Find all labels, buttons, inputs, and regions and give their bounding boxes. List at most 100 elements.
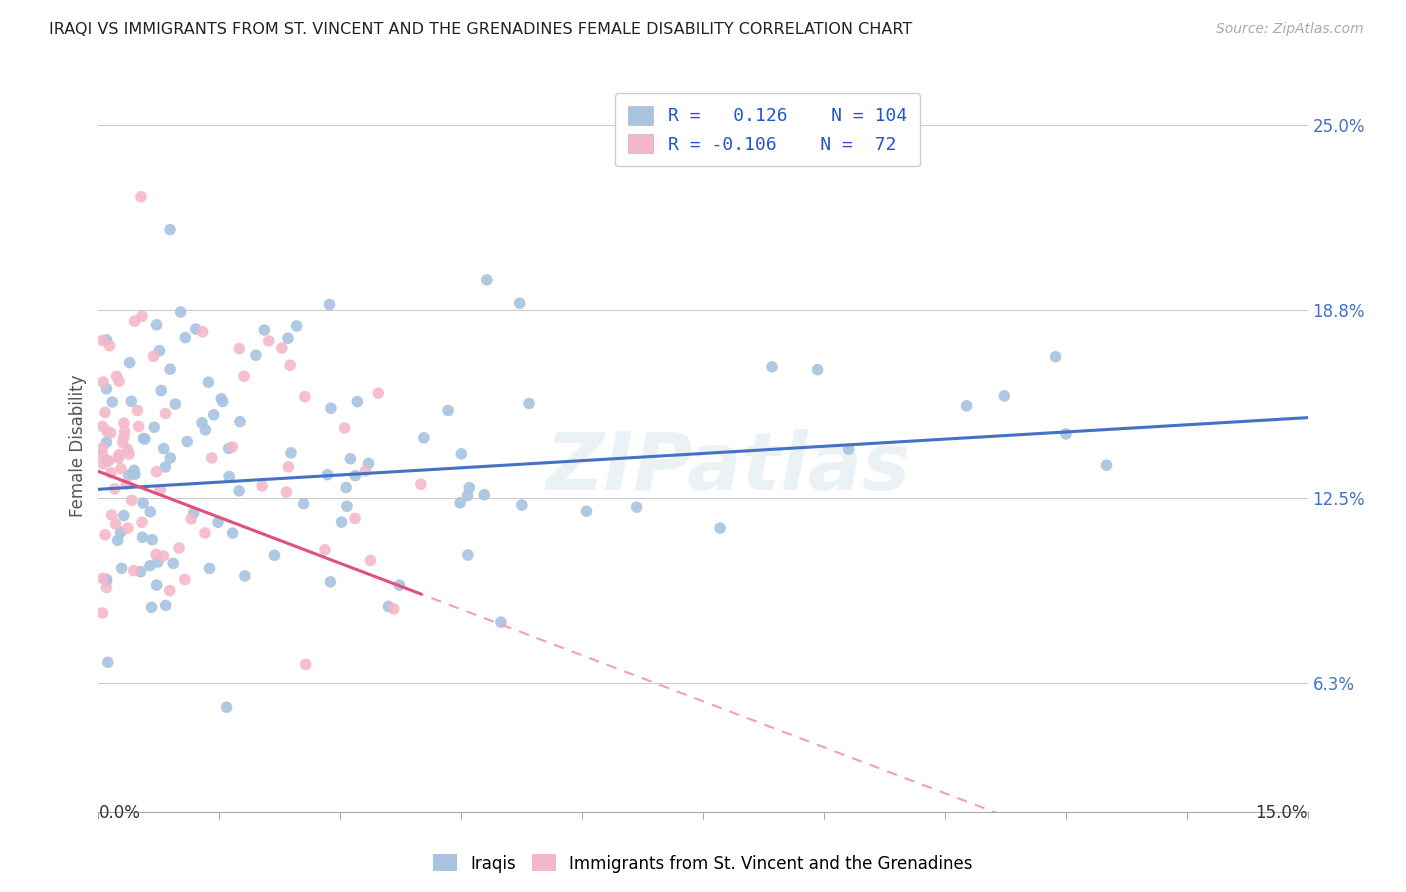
Point: [253, 323, 276, 337]
Point: [149, 483, 172, 497]
Point: [343, 511, 366, 525]
Point: [120, 394, 142, 409]
Point: [122, 463, 145, 477]
Legend: Iraqis, Immigrants from St. Vincent and the Grenadines: Iraqis, Immigrants from St. Vincent and …: [426, 847, 980, 880]
Point: [233, 369, 256, 384]
Point: [162, 557, 184, 571]
Point: [112, 508, 135, 523]
Point: [180, 512, 202, 526]
Point: [96, 453, 118, 467]
Point: [489, 615, 512, 630]
Point: [993, 389, 1015, 403]
Y-axis label: Female Disability: Female Disability: [69, 375, 87, 517]
Point: [263, 548, 285, 562]
Point: [360, 553, 382, 567]
Text: 0.0%: 0.0%: [98, 805, 141, 822]
Point: [97, 454, 120, 468]
Point: [228, 342, 250, 356]
Point: [409, 477, 432, 491]
Point: [517, 396, 540, 410]
Point: [458, 481, 481, 495]
Point: [1095, 458, 1118, 473]
Point: [167, 541, 190, 555]
Point: [111, 561, 134, 575]
Point: [96, 435, 118, 450]
Point: [155, 599, 177, 613]
Point: [377, 599, 399, 614]
Point: [100, 466, 122, 480]
Point: [145, 318, 167, 332]
Point: [194, 423, 217, 437]
Point: [148, 343, 170, 358]
Point: [335, 481, 357, 495]
Point: [91, 419, 114, 434]
Point: [1054, 426, 1077, 441]
Point: [96, 382, 118, 396]
Point: [257, 334, 280, 348]
Point: [131, 516, 153, 530]
Point: [761, 359, 783, 374]
Point: [129, 565, 152, 579]
Point: [118, 468, 141, 483]
Point: [132, 432, 155, 446]
Point: [94, 528, 117, 542]
Point: [91, 441, 114, 455]
Point: [145, 465, 167, 479]
Point: [159, 450, 181, 465]
Point: [155, 407, 177, 421]
Point: [152, 549, 174, 563]
Point: [115, 477, 138, 491]
Point: [218, 442, 240, 456]
Point: [229, 415, 252, 429]
Point: [626, 500, 648, 515]
Point: [250, 479, 273, 493]
Point: [111, 435, 134, 450]
Point: [174, 330, 197, 344]
Point: [285, 318, 308, 333]
Point: [357, 457, 380, 471]
Point: [233, 569, 256, 583]
Point: [316, 467, 339, 482]
Point: [277, 459, 299, 474]
Point: [118, 355, 141, 369]
Point: [127, 403, 149, 417]
Point: [354, 464, 377, 478]
Point: [209, 392, 232, 406]
Point: [228, 483, 250, 498]
Point: [807, 362, 830, 376]
Point: [114, 425, 136, 439]
Point: [292, 497, 315, 511]
Point: [132, 496, 155, 510]
Point: [276, 485, 298, 500]
Point: [159, 362, 181, 376]
Point: [184, 322, 207, 336]
Point: [173, 573, 195, 587]
Point: [141, 533, 163, 547]
Text: IRAQI VS IMMIGRANTS FROM ST. VINCENT AND THE GRENADINES FEMALE DISABILITY CORREL: IRAQI VS IMMIGRANTS FROM ST. VINCENT AND…: [49, 22, 912, 37]
Point: [457, 489, 479, 503]
Point: [194, 526, 217, 541]
Point: [183, 506, 205, 520]
Point: [346, 394, 368, 409]
Point: [367, 386, 389, 401]
Point: [169, 305, 191, 319]
Point: [110, 525, 132, 540]
Point: [96, 333, 118, 347]
Point: [91, 448, 114, 462]
Point: [509, 296, 531, 310]
Point: [176, 434, 198, 449]
Point: [124, 314, 146, 328]
Point: [152, 442, 174, 456]
Point: [388, 578, 411, 592]
Point: [450, 447, 472, 461]
Point: [270, 341, 292, 355]
Point: [96, 424, 118, 438]
Point: [112, 430, 135, 444]
Point: [319, 401, 342, 416]
Point: [437, 403, 460, 417]
Text: ZIPatlas: ZIPatlas: [544, 429, 910, 507]
Point: [91, 457, 114, 471]
Point: [143, 420, 166, 434]
Point: [159, 583, 181, 598]
Point: [104, 482, 127, 496]
